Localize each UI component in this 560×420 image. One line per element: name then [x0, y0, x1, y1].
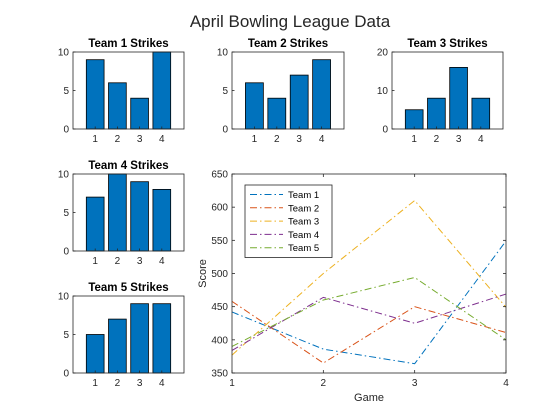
- subplot-title: Team 3 Strikes: [407, 38, 487, 50]
- subplot-title: Team 2 Strikes: [248, 38, 328, 50]
- y-tick-label: 20: [377, 48, 389, 59]
- x-tick-label: 4: [159, 378, 165, 389]
- series-line-team-3: [231, 199, 507, 356]
- legend-item-team-4: Team 4: [250, 230, 319, 241]
- legend-box: [244, 184, 333, 258]
- figure-title: April Bowling League Data: [190, 12, 391, 31]
- y-tick-label: 5: [222, 86, 228, 97]
- legend-label: Team 1: [288, 190, 319, 201]
- y-tick-label: 10: [58, 48, 70, 59]
- y-tick-label: 10: [58, 292, 70, 303]
- series-line-team-2: [231, 300, 507, 364]
- legend-item-team-1: Team 1: [250, 190, 319, 201]
- bar-3: [130, 303, 149, 374]
- bar-4: [152, 188, 172, 252]
- x-tick-label: 4: [319, 134, 325, 145]
- bar-chart-4: 1 2 3 4 0 5 10 Team 4 Strikes: [58, 160, 185, 267]
- x-tick-label: 1: [229, 378, 235, 389]
- x-tick-label: 4: [159, 134, 165, 145]
- bar-chart-1: 1 2 3 4 0 5 10 Team 1 Strikes: [58, 38, 185, 145]
- y-tick-label: 0: [63, 125, 69, 136]
- legend-label: Team 5: [288, 243, 319, 254]
- bar-chart-2: 1 2 3 4 0 5 10 Team 2 Strikes: [217, 38, 345, 145]
- series-line-team-4: [231, 293, 507, 351]
- x-axis-label: Game: [354, 392, 384, 404]
- y-tick-label: 400: [211, 335, 228, 346]
- y-tick-label: 0: [222, 125, 228, 136]
- y-tick-label: 10: [58, 170, 70, 181]
- x-tick-label: 2: [115, 378, 121, 389]
- x-tick-label: 1: [92, 378, 98, 389]
- bar-2: [108, 82, 127, 130]
- bar-3: [130, 181, 149, 252]
- legend: Team 1 Team 2 Team 3 Team 4 Team 5: [244, 184, 333, 258]
- x-tick-label: 3: [137, 378, 143, 389]
- subplot-title: Team 4 Strikes: [88, 160, 168, 172]
- legend-label: Team 2: [288, 203, 319, 214]
- y-tick-label: 600: [211, 203, 228, 214]
- y-tick-label: 5: [63, 208, 69, 219]
- subplot-title: Team 1 Strikes: [88, 38, 168, 50]
- x-tick-label: 4: [159, 256, 165, 267]
- legend-item-team-3: Team 3: [250, 217, 319, 228]
- bar-2: [267, 97, 287, 130]
- y-tick-label: 0: [63, 247, 69, 258]
- x-tick-label: 1: [411, 134, 417, 145]
- bar-2: [427, 97, 446, 130]
- legend-item-team-2: Team 2: [250, 203, 319, 214]
- line-chart: 1 2 3 4 350 400 450 500 550 600 650 Game Score Team 1…: [197, 170, 509, 405]
- bar-3: [130, 97, 149, 130]
- bar-3: [449, 67, 468, 130]
- y-tick-label: 450: [211, 302, 228, 313]
- series-line-team-5: [231, 276, 507, 347]
- y-tick-label: 5: [63, 86, 69, 97]
- bar-chart-3: 1 2 3 4 0 10 20 Team 3 Strikes: [377, 38, 504, 145]
- bar-4: [471, 97, 491, 130]
- bar-chart-5: 1 2 3 4 0 5 10 Team 5 Strikes: [58, 282, 185, 389]
- bar-1: [85, 59, 105, 130]
- x-tick-label: 3: [456, 134, 462, 145]
- y-tick-label: 10: [217, 48, 229, 59]
- bar-4: [312, 59, 331, 130]
- x-tick-label: 2: [274, 134, 280, 145]
- x-tick-label: 4: [478, 134, 484, 145]
- x-tick-label: 2: [115, 134, 121, 145]
- bar-2: [108, 173, 127, 252]
- bar-4: [152, 51, 172, 130]
- bar-4: [152, 303, 172, 374]
- bar-1: [85, 196, 105, 252]
- y-tick-label: 5: [63, 330, 69, 341]
- bar-1: [404, 109, 424, 130]
- x-tick-label: 3: [137, 256, 143, 267]
- x-tick-label: 1: [252, 134, 258, 145]
- x-tick-label: 3: [412, 378, 418, 389]
- x-tick-label: 1: [92, 134, 98, 145]
- bar-3: [289, 74, 309, 130]
- x-tick-label: 3: [137, 134, 143, 145]
- x-tick-label: 2: [321, 378, 327, 389]
- legend-label: Team 4: [288, 230, 319, 241]
- x-tick-label: 1: [92, 256, 98, 267]
- y-tick-label: 550: [211, 236, 228, 247]
- x-tick-label: 3: [296, 134, 302, 145]
- legend-label: Team 3: [288, 217, 319, 228]
- bar-1: [85, 334, 105, 374]
- x-tick-label: 2: [115, 256, 121, 267]
- legend-item-team-5: Team 5: [250, 243, 319, 254]
- series-line-team-1: [231, 240, 507, 365]
- y-tick-label: 500: [211, 269, 228, 280]
- y-axis-label: Score: [197, 259, 209, 288]
- y-tick-label: 350: [211, 369, 228, 380]
- bar-1: [245, 82, 264, 130]
- y-tick-label: 10: [377, 86, 389, 97]
- y-tick-label: 0: [63, 369, 69, 380]
- y-tick-label: 0: [382, 125, 388, 136]
- x-tick-label: 2: [434, 134, 440, 145]
- y-tick-label: 650: [211, 170, 228, 181]
- subplot-title: Team 5 Strikes: [88, 282, 168, 294]
- bar-2: [108, 318, 127, 374]
- x-tick-label: 4: [503, 378, 509, 389]
